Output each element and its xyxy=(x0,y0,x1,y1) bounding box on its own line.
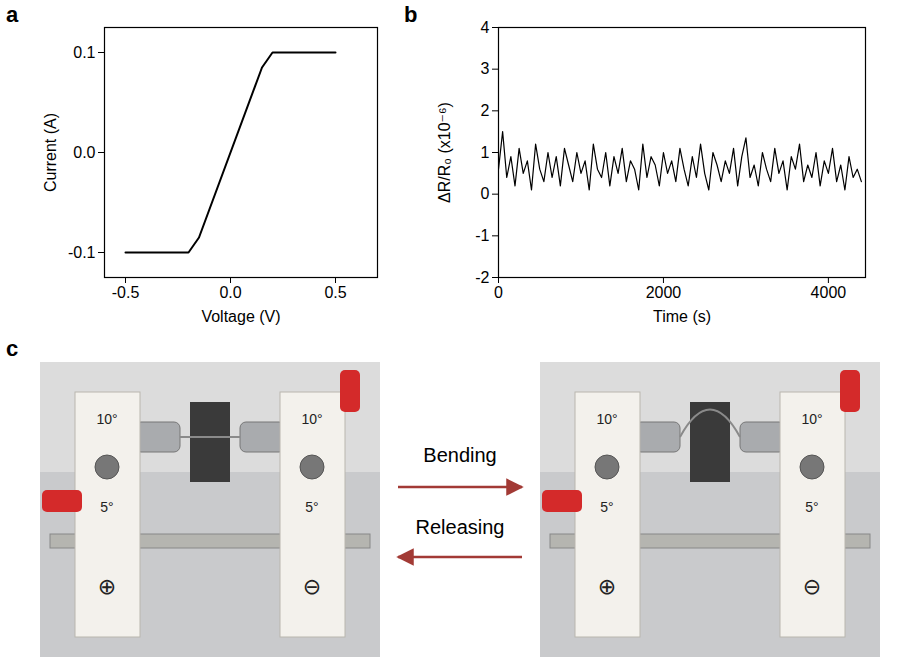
svg-text:Time (s): Time (s) xyxy=(653,308,711,325)
svg-text:⊖: ⊖ xyxy=(803,574,821,599)
svg-text:0.0: 0.0 xyxy=(73,144,95,161)
svg-text:ΔR/R₀ (x10⁻⁶): ΔR/R₀ (x10⁻⁶) xyxy=(436,102,453,203)
svg-text:5°: 5° xyxy=(305,499,318,515)
html-text:a: a xyxy=(6,2,19,27)
svg-text:5°: 5° xyxy=(100,499,113,515)
svg-text:2: 2 xyxy=(481,102,490,119)
svg-text:Bending: Bending xyxy=(423,444,496,466)
svg-text:⊖: ⊖ xyxy=(303,574,321,599)
svg-text:2000: 2000 xyxy=(646,284,682,301)
svg-text:10°: 10° xyxy=(801,411,822,427)
svg-text:1: 1 xyxy=(481,144,490,161)
svg-text:0: 0 xyxy=(494,284,503,301)
svg-text:5°: 5° xyxy=(600,499,613,515)
svg-text:-0.5: -0.5 xyxy=(112,284,140,301)
svg-text:⊕: ⊕ xyxy=(598,574,616,599)
svg-text:5°: 5° xyxy=(805,499,818,515)
svg-text:Releasing: Releasing xyxy=(416,516,505,538)
svg-text:10°: 10° xyxy=(301,411,322,427)
html-text:c: c xyxy=(6,336,19,361)
svg-text:4: 4 xyxy=(481,19,490,36)
svg-text:-1: -1 xyxy=(475,227,489,244)
svg-text:Current (A): Current (A) xyxy=(42,113,59,192)
html-text:b: b xyxy=(404,2,418,27)
svg-text:4000: 4000 xyxy=(811,284,847,301)
svg-text:3: 3 xyxy=(481,60,490,77)
svg-text:0.5: 0.5 xyxy=(324,284,346,301)
svg-text:10°: 10° xyxy=(96,411,117,427)
svg-text:0: 0 xyxy=(481,185,490,202)
svg-text:-2: -2 xyxy=(475,269,489,286)
svg-text:0.1: 0.1 xyxy=(73,44,95,61)
svg-text:10°: 10° xyxy=(596,411,617,427)
svg-text:Voltage (V): Voltage (V) xyxy=(201,308,280,325)
svg-text:-0.1: -0.1 xyxy=(68,244,96,261)
svg-text:0.0: 0.0 xyxy=(219,284,241,301)
svg-text:⊕: ⊕ xyxy=(98,574,116,599)
